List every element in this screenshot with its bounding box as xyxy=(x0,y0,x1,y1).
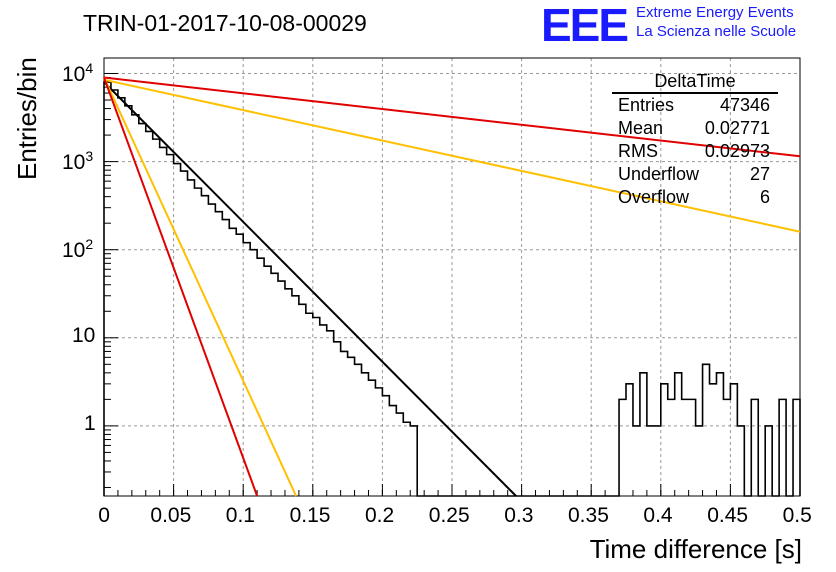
x-tick-label: 0.4 xyxy=(643,504,673,527)
stats-title: DeltaTime xyxy=(612,70,778,94)
stats-label: Entries xyxy=(618,95,675,115)
eee-logo: EEE xyxy=(541,0,629,51)
x-tick-label: 0.45 xyxy=(707,504,749,527)
stats-value: 0.02771 xyxy=(704,118,770,138)
x-tick-label: 0 xyxy=(98,504,110,527)
x-tick-label: 0.2 xyxy=(365,504,395,527)
y-tick-label: 1 xyxy=(84,411,96,435)
y-tick-label: 10 xyxy=(72,323,96,347)
x-tick-label: 0.15 xyxy=(289,504,331,527)
x-tick-label: 0.5 xyxy=(782,504,812,527)
logo-line-1: Extreme Energy Events xyxy=(636,4,794,21)
x-tick-label: 0.3 xyxy=(504,504,534,527)
histogram-series xyxy=(103,81,801,497)
fit-line-1 xyxy=(103,78,801,233)
stats-value: 0.02973 xyxy=(704,141,770,161)
stats-row-entries: Entries 47346 xyxy=(612,94,778,117)
y-tick-label: 103 xyxy=(62,147,94,174)
plot-title: TRIN-01-2017-10-08-00029 xyxy=(83,10,367,36)
fit-line-3 xyxy=(103,77,298,497)
stats-value: 6 xyxy=(759,187,770,207)
fit-line-4 xyxy=(103,77,259,497)
y-tick-label: 102 xyxy=(62,235,94,262)
logo-line-2: La Scienza nelle Scuole xyxy=(636,23,797,40)
x-tick-label: 0.1 xyxy=(225,504,255,527)
stats-label: Overflow xyxy=(618,187,690,207)
x-axis-label: Time difference [s] xyxy=(589,534,802,564)
stats-label: Mean xyxy=(618,118,664,138)
stats-label: Underflow xyxy=(618,164,700,184)
fit-line-2 xyxy=(103,81,517,497)
fit-line-0 xyxy=(103,76,801,158)
stats-box: DeltaTime Entries 47346 Mean 0.02771 RMS 0.02… xyxy=(612,70,778,209)
y-tick-label: 104 xyxy=(62,59,94,86)
stats-row-overflow: Overflow 6 xyxy=(612,186,778,209)
stats-row-mean: Mean 0.02771 xyxy=(612,117,778,140)
x-tick-label: 0.05 xyxy=(150,504,192,527)
stats-value: 27 xyxy=(749,164,770,184)
y-axis-label: Entries/bin xyxy=(12,57,42,180)
x-tick-label: 0.25 xyxy=(428,504,470,527)
stats-row-underflow: Underflow 27 xyxy=(612,163,778,186)
x-tick-label: 0.35 xyxy=(568,504,609,527)
stats-value: 47346 xyxy=(719,95,770,115)
stats-label: RMS xyxy=(618,141,658,161)
stats-row-rms: RMS 0.02973 xyxy=(612,140,778,163)
